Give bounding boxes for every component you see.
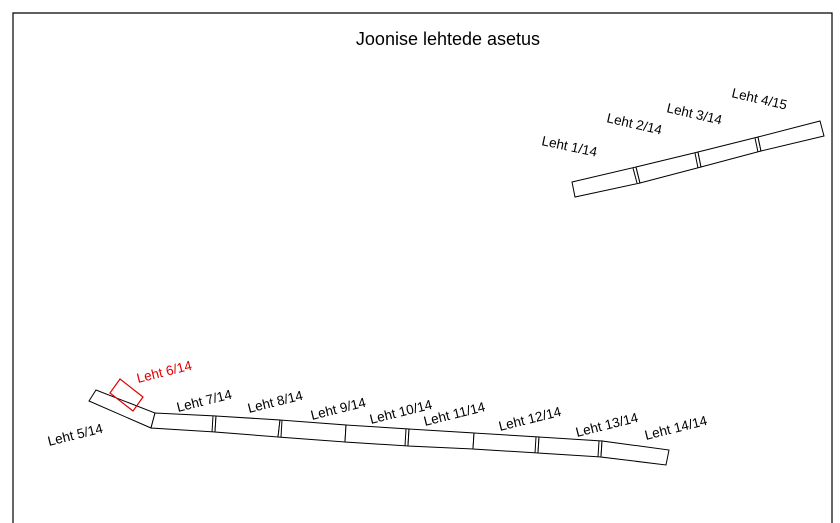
diagram-frame [12,12,833,523]
sheet-label-14: Leht 14/14 [643,413,709,443]
sheet-frame-12 [472,432,540,454]
sheet-frame-11 [407,428,475,450]
sheet-frame-14 [600,440,670,466]
sheet-label-11: Leht 11/14 [422,399,487,429]
sheet-seam-3-4 [754,137,759,153]
sheet-seam-2-3 [694,152,699,169]
sheet-seam-8-9 [280,419,283,438]
lower-sheet-strip [88,389,670,466]
sheet-seam-10-11 [404,428,407,447]
sheet-frame-7 [150,412,217,433]
diagram-title: Joonise lehtede asetus [356,29,540,49]
sheet-label-4: Leht 4/15 [730,85,788,112]
sheet-label-9: Leht 9/14 [309,395,368,423]
sheet-label-12: Leht 12/14 [497,404,563,434]
sheet-labels: Leht 1/14 Leht 2/14 Leht 3/14 Leht 4/15 … [46,85,788,449]
sheet-frame-1 [571,166,641,198]
sheet-label-7: Leht 7/14 [175,387,234,415]
upper-sheet-strip [571,120,825,198]
sheet-frame-6-highlighted [109,378,144,412]
sheet-seam-13-14 [597,440,600,458]
sheet-frame-13 [537,436,603,458]
sheet-label-6-highlighted: Leht 6/14 [135,358,194,386]
sheet-label-1: Leht 1/14 [540,133,599,159]
sheet-label-8: Leht 8/14 [246,388,305,416]
sheet-label-3: Leht 3/14 [665,100,724,127]
sheet-seam-1-2 [632,167,638,184]
sheet-label-13: Leht 13/14 [574,410,640,440]
sheet-label-2: Leht 2/14 [605,110,664,137]
sheet-frame-8 [214,415,281,438]
sheet-seam-7-8 [211,415,214,433]
sheet-seam-12-13 [534,436,537,454]
sheet-label-5: Leht 5/14 [46,421,105,449]
sheet-frame-9 [277,419,347,443]
sheet-frame-4 [757,120,825,152]
sheet-frame-3 [697,136,762,168]
sheet-frame-2 [635,151,702,184]
sheet-frame-10 [344,424,410,447]
